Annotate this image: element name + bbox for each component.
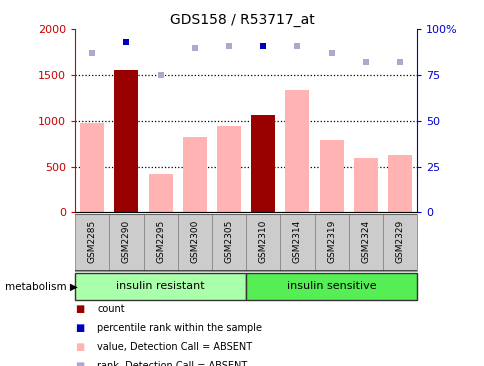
Bar bbox=[280, 214, 314, 271]
Bar bbox=[212, 214, 245, 271]
Bar bbox=[353, 158, 377, 212]
Bar bbox=[387, 155, 411, 212]
Text: percentile rank within the sample: percentile rank within the sample bbox=[97, 323, 261, 333]
Bar bbox=[75, 214, 109, 271]
Bar bbox=[114, 70, 138, 212]
Text: GSM2310: GSM2310 bbox=[258, 220, 267, 263]
Bar bbox=[245, 273, 416, 300]
Bar bbox=[251, 115, 274, 212]
Bar bbox=[382, 214, 416, 271]
Text: GSM2319: GSM2319 bbox=[326, 220, 335, 263]
Text: GSM2285: GSM2285 bbox=[88, 220, 97, 263]
Bar bbox=[114, 70, 138, 212]
Text: ■: ■ bbox=[75, 304, 84, 314]
Text: GSM2324: GSM2324 bbox=[361, 220, 370, 263]
Text: GSM2329: GSM2329 bbox=[394, 220, 404, 263]
Bar bbox=[75, 273, 245, 300]
Text: rank, Detection Call = ABSENT: rank, Detection Call = ABSENT bbox=[97, 361, 247, 366]
Bar bbox=[80, 123, 104, 212]
Bar bbox=[143, 214, 177, 271]
Text: GDS158 / R53717_at: GDS158 / R53717_at bbox=[170, 13, 314, 27]
Bar bbox=[348, 214, 382, 271]
Text: GSM2314: GSM2314 bbox=[292, 220, 302, 263]
Bar bbox=[149, 174, 172, 212]
Text: metabolism ▶: metabolism ▶ bbox=[5, 281, 77, 291]
Bar bbox=[217, 126, 241, 212]
Text: count: count bbox=[97, 304, 124, 314]
Text: ■: ■ bbox=[75, 342, 84, 352]
Bar bbox=[251, 115, 274, 212]
Text: GSM2300: GSM2300 bbox=[190, 220, 199, 263]
Text: GSM2290: GSM2290 bbox=[121, 220, 131, 263]
Text: ■: ■ bbox=[75, 323, 84, 333]
Bar bbox=[285, 90, 309, 212]
Text: GSM2295: GSM2295 bbox=[156, 220, 165, 263]
Bar bbox=[319, 140, 343, 212]
Text: insulin resistant: insulin resistant bbox=[116, 281, 205, 291]
Bar bbox=[182, 137, 206, 212]
Text: ■: ■ bbox=[75, 361, 84, 366]
Bar bbox=[245, 214, 280, 271]
Text: insulin sensitive: insulin sensitive bbox=[286, 281, 376, 291]
Bar bbox=[109, 214, 143, 271]
Bar bbox=[314, 214, 348, 271]
Text: GSM2305: GSM2305 bbox=[224, 220, 233, 263]
Text: value, Detection Call = ABSENT: value, Detection Call = ABSENT bbox=[97, 342, 252, 352]
Bar bbox=[177, 214, 212, 271]
